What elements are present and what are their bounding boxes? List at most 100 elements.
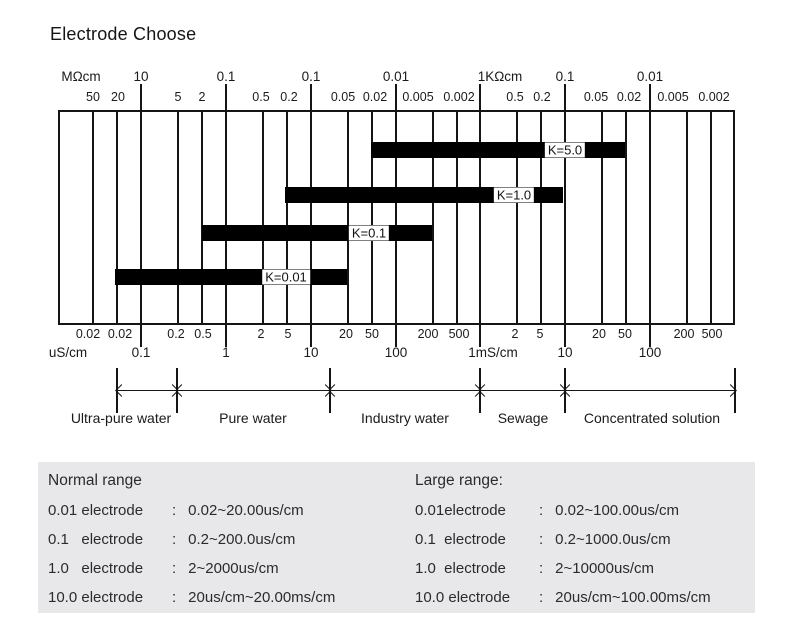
region-divider xyxy=(176,368,178,413)
bottom-axis-minor-label: 0.2 xyxy=(167,327,185,341)
grid-line-minor xyxy=(432,110,434,325)
electrode-range-row: 0.1 electrode:0.2~1000.0us/cm xyxy=(415,525,711,554)
electrode-range-value: 0.2~1000.0us/cm xyxy=(555,531,671,548)
region-arrow xyxy=(563,383,737,397)
region-label-ultra-pure-water: Ultra-pure water xyxy=(70,410,172,426)
bottom-axis-minor-label: 20 xyxy=(592,327,606,341)
colon-separator: : xyxy=(539,560,544,577)
grid-line-minor xyxy=(201,110,203,325)
grid-line-minor xyxy=(686,110,688,325)
electrode-name: 0.1 electrode xyxy=(415,531,506,548)
top-axis-minor-label: 0.5 xyxy=(506,90,524,104)
bottom-axis-minor-label: 500 xyxy=(448,327,470,341)
grid-line-minor xyxy=(177,110,179,325)
range-bar-k-5-0 xyxy=(371,142,625,158)
range-bar-label-k-5-0: K=5.0 xyxy=(544,142,586,158)
normal-range-column: Normal range 0.01 electrode:0.02~20.00us/… xyxy=(48,470,335,612)
bottom-axis-major-label: 100 xyxy=(638,345,662,360)
electrode-range-value: 0.02~100.00us/cm xyxy=(555,502,680,519)
range-bar-k-0-1 xyxy=(202,225,432,241)
bottom-axis-minor-label: 200 xyxy=(673,327,695,341)
bottom-axis-minor-label: 5 xyxy=(284,327,292,341)
region-label-pure-water: Pure water xyxy=(219,410,287,426)
large-range-column: Large range: 0.01electrode:0.02~100.00us/… xyxy=(415,470,711,612)
colon-separator: : xyxy=(539,502,544,519)
grid-line-major xyxy=(564,84,566,347)
bottom-axis-minor-label: 2 xyxy=(257,327,265,341)
grid-line-major xyxy=(225,84,227,347)
electrode-name: 1.0 electrode xyxy=(48,560,144,577)
region-divider xyxy=(116,368,118,413)
range-bar-label-k-1-0: K=1.0 xyxy=(493,187,535,203)
electrode-range-value: 20us/cm~100.00ms/cm xyxy=(555,589,711,606)
bottom-axis-major-label: 0.1 xyxy=(131,345,151,360)
region-divider xyxy=(479,368,481,413)
bottom-axis-minor-label: 0.02 xyxy=(107,327,133,341)
colon-separator: : xyxy=(539,589,544,606)
electrode-range-value: 20us/cm~20.00ms/cm xyxy=(188,589,336,606)
region-arrow xyxy=(115,383,179,397)
region-divider xyxy=(329,368,331,413)
electrode-range-row: 0.01 electrode:0.02~20.00us/cm xyxy=(48,496,335,525)
region-arrow xyxy=(175,383,332,397)
region-label-industry-water: Industry water xyxy=(361,410,449,426)
top-axis-minor-label: 0.005 xyxy=(402,90,434,104)
top-axis-minor-label: 0.5 xyxy=(252,90,270,104)
colon-separator: : xyxy=(172,531,177,548)
grid-line-minor xyxy=(116,110,118,325)
top-axis-minor-label: 50 xyxy=(86,90,100,104)
region-divider xyxy=(734,368,736,413)
bottom-axis-minor-label: 0.02 xyxy=(75,327,101,341)
colon-separator: : xyxy=(172,589,177,606)
top-axis-major-label: 10 xyxy=(133,69,149,84)
electrode-name: 1.0 electrode xyxy=(415,560,506,577)
range-bar-label-k-0-1: K=0.1 xyxy=(348,225,390,241)
bottom-axis-minor-label: 500 xyxy=(701,327,723,341)
top-axis-major-label: 0.01 xyxy=(382,69,410,84)
range-column-heading: Normal range xyxy=(48,472,142,489)
region-arrow xyxy=(478,383,567,397)
region-arrow xyxy=(328,383,482,397)
colon-separator: : xyxy=(539,531,544,548)
region-label-concentrated-solution: Concentrated solution xyxy=(583,410,721,426)
top-axis-minor-label: 0.05 xyxy=(583,90,609,104)
grid-line-minor xyxy=(371,110,373,325)
bottom-axis-major-label: 10 xyxy=(557,345,573,360)
electrode-range-row: 0.1 electrode:0.2~200.0us/cm xyxy=(48,525,335,554)
electrode-range-row: 0.01electrode:0.02~100.00us/cm xyxy=(415,496,711,525)
grid-line-minor xyxy=(625,110,627,325)
colon-separator: : xyxy=(172,560,177,577)
grid-line-minor xyxy=(540,110,542,325)
top-axis-major-label: 0.01 xyxy=(636,69,664,84)
top-axis-unit-label: MΩcm xyxy=(61,69,101,84)
top-axis-major-label: 0.1 xyxy=(301,69,321,84)
top-axis-minor-label: 0.05 xyxy=(330,90,356,104)
top-axis-minor-label: 0.002 xyxy=(443,90,475,104)
top-axis-minor-label: 0.2 xyxy=(533,90,551,104)
top-axis-minor-label: 0.02 xyxy=(362,90,388,104)
bottom-axis-minor-label: 5 xyxy=(536,327,544,341)
top-axis-major-label: 0.1 xyxy=(216,69,236,84)
electrode-range-row: 10.0 electrode:20us/cm~20.00ms/cm xyxy=(48,583,335,612)
electrode-range-row: 1.0 electrode:2~10000us/cm xyxy=(415,554,711,583)
grid-line-major xyxy=(649,84,651,347)
bottom-axis-minor-label: 20 xyxy=(339,327,353,341)
top-axis-minor-label: 0.2 xyxy=(280,90,298,104)
grid-line-minor xyxy=(456,110,458,325)
grid-line-major xyxy=(310,84,312,347)
region-label-sewage: Sewage xyxy=(497,410,549,426)
colon-separator: : xyxy=(172,502,177,519)
electrode-name: 10.0 electrode xyxy=(415,589,511,606)
grid-line-minor xyxy=(516,110,518,325)
range-bar-k-1-0 xyxy=(285,187,563,203)
grid-line-minor xyxy=(710,110,712,325)
electrode-name: 0.01electrode xyxy=(415,502,506,519)
bottom-axis-minor-label: 50 xyxy=(365,327,379,341)
electrode-range-value: 0.02~20.00us/cm xyxy=(188,502,304,519)
grid-line-major xyxy=(140,84,142,347)
bottom-axis-minor-label: 2 xyxy=(511,327,519,341)
bottom-axis-unit-label: uS/cm xyxy=(48,345,88,360)
top-axis-minor-label: 0.005 xyxy=(657,90,689,104)
range-table-panel: Normal range 0.01 electrode:0.02~20.00us/… xyxy=(38,462,755,613)
